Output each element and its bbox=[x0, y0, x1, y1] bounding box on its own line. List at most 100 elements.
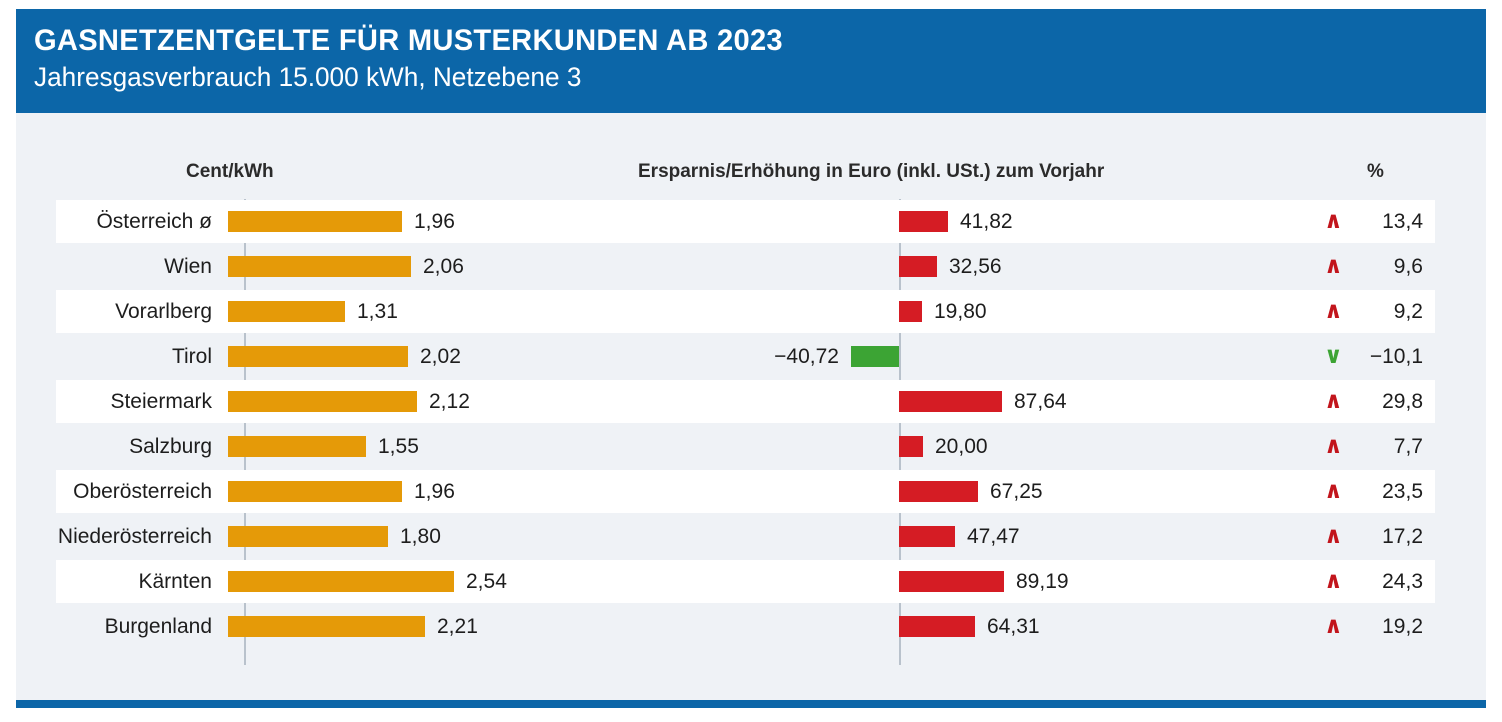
row-label-region: Burgenland bbox=[104, 615, 212, 638]
percent-cell: ∧ 7,7 bbox=[1312, 424, 1435, 469]
bar-euro-increase bbox=[899, 391, 1002, 412]
bar-value-euro: 20,00 bbox=[935, 435, 988, 458]
row-label-region: Oberösterreich bbox=[73, 480, 212, 503]
column-headers: Cent/kWh Ersparnis/Erhöhung in Euro (ink… bbox=[16, 113, 1486, 199]
bar-value-euro: 47,47 bbox=[967, 525, 1020, 548]
column-header-percent: % bbox=[1367, 161, 1384, 182]
euro-bar-cell: 41,82 bbox=[616, 199, 1316, 244]
page-subtitle: Jahresgasverbrauch 15.000 kWh, Netzebene… bbox=[34, 62, 582, 92]
percent-cell: ∨ −10,1 bbox=[1312, 334, 1435, 379]
bar-value-cent: 1,96 bbox=[414, 210, 455, 233]
bar-euro-increase bbox=[899, 526, 955, 547]
bar-euro-increase bbox=[899, 256, 937, 277]
bar-value-euro: 19,80 bbox=[934, 300, 987, 323]
bar-value-cent: 1,96 bbox=[414, 480, 455, 503]
chevron-up-icon: ∧ bbox=[1324, 433, 1343, 459]
euro-bar-cell: 89,19 bbox=[616, 559, 1316, 604]
bar-euro-increase bbox=[899, 301, 922, 322]
percent-cell: ∧ 29,8 bbox=[1312, 379, 1435, 424]
bar-value-cent: 2,54 bbox=[466, 570, 507, 593]
bar-value-cent: 2,21 bbox=[437, 615, 478, 638]
row-label-region: Kärnten bbox=[138, 570, 212, 593]
table-row: Kärnten 2,54 89,19 ∧ 24,3 bbox=[16, 559, 1486, 604]
euro-bar-cell: 19,80 bbox=[616, 289, 1316, 334]
row-label-region: Niederösterreich bbox=[57, 525, 212, 548]
row-label-region: Wien bbox=[164, 255, 212, 278]
bar-cent bbox=[228, 211, 402, 232]
percent-cell: ∧ 19,2 bbox=[1312, 604, 1435, 649]
cent-bar-cell: 2,06 bbox=[228, 244, 648, 289]
euro-bar-cell: 20,00 bbox=[616, 424, 1316, 469]
bar-euro-increase bbox=[899, 616, 975, 637]
bar-euro-increase bbox=[899, 436, 923, 457]
table-row: Oberösterreich 1,96 67,25 ∧ 23,5 bbox=[16, 469, 1486, 514]
cent-bar-cell: 1,80 bbox=[228, 514, 648, 559]
bar-value-cent: 2,12 bbox=[429, 390, 470, 413]
bar-value-cent: 1,31 bbox=[357, 300, 398, 323]
row-label-region: Steiermark bbox=[110, 390, 212, 413]
row-label-region: Salzburg bbox=[129, 435, 212, 458]
bar-value-euro: 41,82 bbox=[960, 210, 1013, 233]
bar-value-euro: 67,25 bbox=[990, 480, 1043, 503]
cent-bar-cell: 1,55 bbox=[228, 424, 648, 469]
chevron-up-icon: ∧ bbox=[1324, 613, 1343, 639]
bar-cent bbox=[228, 526, 388, 547]
percent-value: 7,7 bbox=[1393, 435, 1423, 458]
table-row: Burgenland 2,21 64,31 ∧ 19,2 bbox=[16, 604, 1486, 649]
percent-cell: ∧ 17,2 bbox=[1312, 514, 1435, 559]
euro-bar-cell: −40,72 bbox=[616, 334, 1316, 379]
chart-header: GASNETZENTGELTE FÜR MUSTERKUNDEN AB 2023… bbox=[16, 9, 1486, 113]
axis-line-cent bbox=[244, 199, 246, 665]
cent-bar-cell: 1,31 bbox=[228, 289, 648, 334]
percent-cell: ∧ 13,4 bbox=[1312, 199, 1435, 244]
table-row: Niederösterreich 1,80 47,47 ∧ 17,2 bbox=[16, 514, 1486, 559]
cent-bar-cell: 2,12 bbox=[228, 379, 648, 424]
chevron-up-icon: ∧ bbox=[1324, 568, 1343, 594]
percent-value: 13,4 bbox=[1382, 210, 1423, 233]
chevron-up-icon: ∧ bbox=[1324, 208, 1343, 234]
cent-bar-cell: 2,02 bbox=[228, 334, 648, 379]
bar-cent bbox=[228, 256, 411, 277]
bar-value-euro: 89,19 bbox=[1016, 570, 1069, 593]
bar-value-cent: 1,55 bbox=[378, 435, 419, 458]
chevron-up-icon: ∧ bbox=[1324, 253, 1343, 279]
bar-euro-decrease bbox=[851, 346, 899, 367]
euro-bar-cell: 32,56 bbox=[616, 244, 1316, 289]
bar-value-cent: 2,06 bbox=[423, 255, 464, 278]
percent-value: 9,6 bbox=[1393, 255, 1423, 278]
bar-euro-increase bbox=[899, 571, 1004, 592]
table-row: Steiermark 2,12 87,64 ∧ 29,8 bbox=[16, 379, 1486, 424]
bar-cent bbox=[228, 301, 345, 322]
bar-value-euro: 87,64 bbox=[1014, 390, 1067, 413]
chevron-up-icon: ∧ bbox=[1324, 523, 1343, 549]
bar-value-euro: 32,56 bbox=[949, 255, 1002, 278]
bar-cent bbox=[228, 346, 408, 367]
percent-value: 24,3 bbox=[1382, 570, 1423, 593]
infographic-card: GASNETZENTGELTE FÜR MUSTERKUNDEN AB 2023… bbox=[16, 9, 1486, 708]
percent-cell: ∧ 23,5 bbox=[1312, 469, 1435, 514]
bar-euro-increase bbox=[899, 481, 978, 502]
percent-cell: ∧ 9,2 bbox=[1312, 289, 1435, 334]
percent-value: 17,2 bbox=[1382, 525, 1423, 548]
chart-rows: Österreich ø 1,96 41,82 ∧ 13,4 Wien 2,06 32,56 ∧… bbox=[16, 199, 1486, 649]
percent-value: 29,8 bbox=[1382, 390, 1423, 413]
row-label-region: Vorarlberg bbox=[115, 300, 212, 323]
cent-bar-cell: 1,96 bbox=[228, 199, 648, 244]
chevron-up-icon: ∧ bbox=[1324, 388, 1343, 414]
bar-cent bbox=[228, 571, 454, 592]
cent-bar-cell: 2,54 bbox=[228, 559, 648, 604]
bar-value-euro: 64,31 bbox=[987, 615, 1040, 638]
euro-bar-cell: 47,47 bbox=[616, 514, 1316, 559]
chevron-up-icon: ∧ bbox=[1324, 478, 1343, 504]
percent-value: −10,1 bbox=[1369, 345, 1423, 368]
percent-value: 9,2 bbox=[1393, 300, 1423, 323]
cent-bar-cell: 2,21 bbox=[228, 604, 648, 649]
table-row: Salzburg 1,55 20,00 ∧ 7,7 bbox=[16, 424, 1486, 469]
bar-cent bbox=[228, 391, 417, 412]
column-header-cent: Cent/kWh bbox=[186, 161, 274, 182]
bar-cent bbox=[228, 436, 366, 457]
row-label-region: Tirol bbox=[171, 345, 212, 368]
bar-value-cent: 1,80 bbox=[400, 525, 441, 548]
bar-cent bbox=[228, 616, 425, 637]
bar-euro-increase bbox=[899, 211, 948, 232]
